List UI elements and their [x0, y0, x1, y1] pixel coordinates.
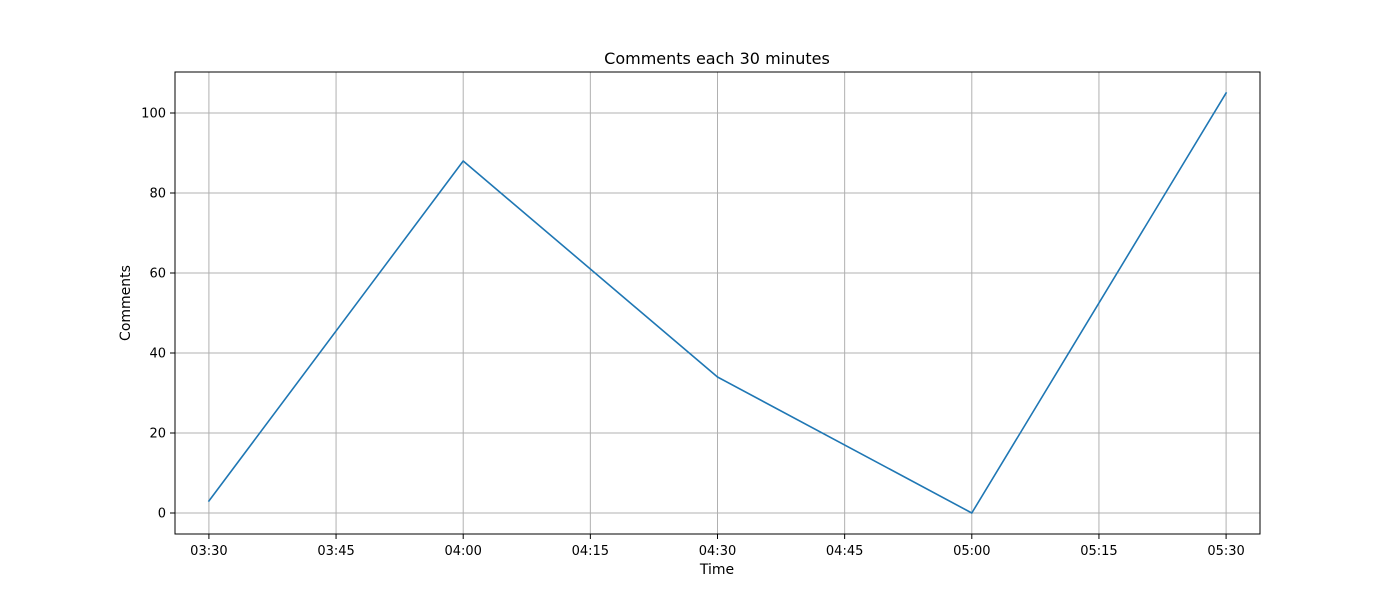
x-tick-label: 04:30 [699, 544, 736, 559]
x-tick-label: 05:30 [1207, 544, 1244, 559]
y-axis: 0 20 40 60 80 100 [141, 107, 175, 522]
y-tick-label: 20 [149, 427, 166, 442]
chart-title: Comments each 30 minutes [604, 49, 830, 68]
y-tick-label: 40 [149, 347, 166, 362]
x-tick-label: 04:00 [444, 544, 481, 559]
x-tick-label: 05:00 [953, 544, 990, 559]
x-tick-label: 04:15 [572, 544, 609, 559]
series-layer [207, 91, 1228, 514]
y-tick-label: 80 [149, 187, 166, 202]
y-axis-label: Comments [118, 265, 134, 341]
series-line [207, 91, 1228, 514]
y-tick-label: 100 [141, 107, 166, 122]
x-axis-label: Time [699, 562, 734, 578]
x-tick-label: 03:45 [317, 544, 354, 559]
x-tick-label: 05:15 [1080, 544, 1117, 559]
grid [175, 72, 1260, 534]
x-tick-label: 04:45 [826, 544, 863, 559]
y-tick-label: 0 [158, 507, 166, 522]
x-tick-label: 03:30 [190, 544, 227, 559]
x-axis: 03:30 03:45 04:00 04:15 04:30 04:45 05:00 05:15… [190, 534, 1245, 559]
y-tick-label: 60 [149, 267, 166, 282]
